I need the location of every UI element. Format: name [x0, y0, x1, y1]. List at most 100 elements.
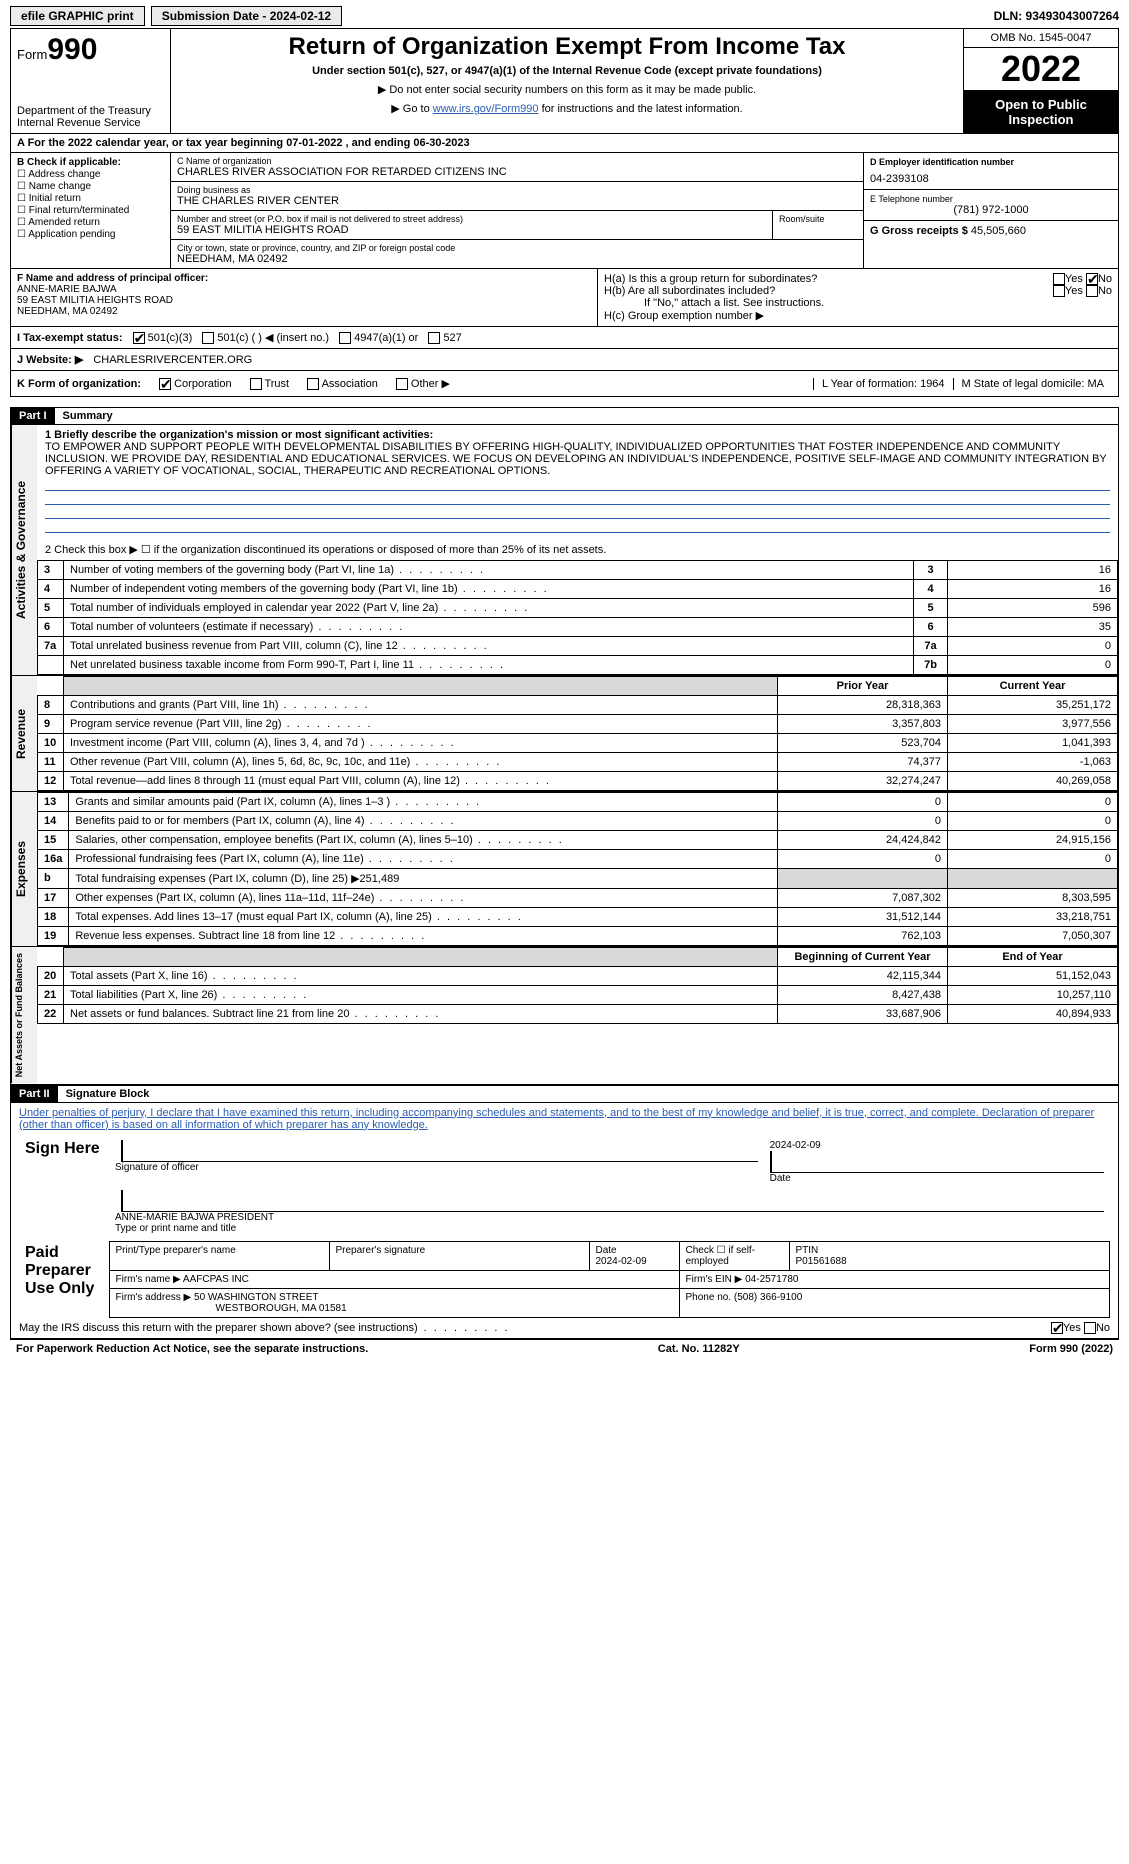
officer-name-title: ANNE-MARIE BAJWA PRESIDENT — [115, 1212, 1104, 1223]
chk-initial-return[interactable]: ☐ Initial return — [17, 193, 164, 204]
perjury-declaration: Under penalties of perjury, I declare th… — [19, 1107, 1094, 1131]
sig-date-value: 2024-02-09 — [770, 1140, 1104, 1151]
box-b-title: B Check if applicable: — [17, 157, 121, 168]
cat-no: Cat. No. 11282Y — [658, 1343, 740, 1355]
dept-treasury: Department of the Treasury — [17, 105, 164, 117]
dba-label: Doing business as — [177, 185, 857, 195]
prep-sig-label: Preparer's signature — [329, 1241, 589, 1270]
officer-addr2: NEEDHAM, MA 02492 — [17, 306, 118, 317]
efile-button[interactable]: efile GRAPHIC print — [10, 6, 145, 26]
officer-and-h-block: F Name and address of principal officer:… — [10, 269, 1119, 327]
table-expenses: 13Grants and similar amounts paid (Part … — [37, 792, 1118, 946]
gross-receipts-value: 45,505,660 — [971, 225, 1026, 237]
chk-501c3[interactable] — [133, 332, 145, 344]
chk-other[interactable] — [396, 378, 408, 390]
k-org-line: K Form of organization: Corporation Trus… — [10, 371, 1119, 397]
prep-date-value: 2024-02-09 — [596, 1256, 647, 1267]
chk-address-change[interactable]: ☐ Address change — [17, 169, 164, 180]
box-f-label: F Name and address of principal officer: — [17, 273, 208, 284]
hb-yes[interactable] — [1053, 285, 1065, 297]
calendar-year-line: A For the 2022 calendar year, or tax yea… — [10, 134, 1119, 153]
may-irs-discuss: May the IRS discuss this return with the… — [19, 1322, 418, 1334]
paid-preparer-label: Paid Preparer Use Only — [19, 1241, 109, 1317]
side-revenue: Revenue — [11, 676, 37, 791]
officer-name: ANNE-MARIE BAJWA — [17, 284, 117, 295]
ptin-label: PTIN — [796, 1245, 819, 1256]
form-title: Return of Organization Exempt From Incom… — [177, 33, 957, 61]
city-value: NEEDHAM, MA 02492 — [177, 253, 857, 265]
chk-trust[interactable] — [250, 378, 262, 390]
year-formation: L Year of formation: 1964 — [813, 378, 953, 390]
submission-date-button[interactable]: Submission Date - 2024-02-12 — [151, 6, 342, 26]
room-suite-label: Room/suite — [773, 211, 863, 239]
form-footer: Form 990 (2022) — [1029, 1343, 1113, 1355]
part1-header: Part I — [11, 408, 55, 424]
address-label: Number and street (or P.O. box if mail i… — [177, 214, 766, 224]
sig-date-label: Date — [770, 1173, 791, 1184]
form-number: Form990 — [17, 33, 164, 67]
city-label: City or town, state or province, country… — [177, 243, 857, 253]
firm-addr2: WESTBOROUGH, MA 01581 — [116, 1303, 347, 1314]
firm-name-value: AAFCPAS INC — [183, 1274, 249, 1285]
open-public-inspection: Open to Public Inspection — [964, 91, 1118, 133]
prep-name-label: Print/Type preparer's name — [109, 1241, 329, 1270]
mission-text: TO EMPOWER AND SUPPORT PEOPLE WITH DEVEL… — [45, 441, 1107, 477]
ha-yes[interactable] — [1053, 273, 1065, 285]
chk-527[interactable] — [428, 332, 440, 344]
ein-label: D Employer identification number — [870, 157, 1112, 167]
hb-ifno: If "No," attach a list. See instructions… — [604, 297, 1112, 309]
table-activities-governance: 3Number of voting members of the governi… — [37, 560, 1118, 675]
part1-title: Summary — [55, 408, 121, 424]
prep-date-label: Date — [596, 1245, 617, 1256]
phone-label: E Telephone number — [870, 194, 1112, 204]
chk-association[interactable] — [307, 378, 319, 390]
chk-name-change[interactable]: ☐ Name change — [17, 181, 164, 192]
ha-label: H(a) Is this a group return for subordin… — [604, 273, 817, 285]
firm-ein-value: 04-2571780 — [745, 1274, 798, 1285]
chk-501c[interactable] — [202, 332, 214, 344]
mayirs-yes[interactable] — [1051, 1322, 1063, 1334]
mayirs-no[interactable] — [1084, 1322, 1096, 1334]
hb-no[interactable] — [1086, 285, 1098, 297]
chk-corporation[interactable] — [159, 378, 171, 390]
goto-link-line: ▶ Go to www.irs.gov/Form990 for instruct… — [177, 102, 957, 115]
form-subtitle: Under section 501(c), 527, or 4947(a)(1)… — [177, 65, 957, 77]
dln-text: DLN: 93493043007264 — [994, 9, 1119, 23]
tax-exempt-status: I Tax-exempt status: 501(c)(3) 501(c) ( … — [10, 327, 1119, 349]
phone-value: (781) 972-1000 — [870, 204, 1112, 216]
top-bar: efile GRAPHIC print Submission Date - 20… — [10, 6, 1119, 26]
firm-phone-value: (508) 366-9100 — [734, 1292, 802, 1303]
chk-application-pending[interactable]: ☐ Application pending — [17, 229, 164, 240]
omb-number: OMB No. 1545-0047 — [964, 29, 1118, 48]
org-name: CHARLES RIVER ASSOCIATION FOR RETARDED C… — [177, 166, 857, 178]
firm-name-label: Firm's name ▶ — [116, 1274, 181, 1285]
q1-label: 1 Briefly describe the organization's mi… — [45, 429, 433, 441]
state-domicile: M State of legal domicile: MA — [953, 378, 1112, 390]
irs-link[interactable]: www.irs.gov/Form990 — [433, 103, 539, 115]
part2-title: Signature Block — [58, 1086, 158, 1102]
irs-text: Internal Revenue Service — [17, 117, 164, 129]
chk-amended-return[interactable]: ☐ Amended return — [17, 217, 164, 228]
chk-final-return[interactable]: ☐ Final return/terminated — [17, 205, 164, 216]
side-expenses: Expenses — [11, 792, 37, 946]
dba-value: THE CHARLES RIVER CENTER — [177, 195, 857, 207]
ha-no[interactable] — [1086, 273, 1098, 285]
hc-label: H(c) Group exemption number ▶ — [604, 309, 1112, 322]
sig-officer-label: Signature of officer — [115, 1162, 199, 1173]
firm-addr-label: Firm's address ▶ — [116, 1292, 192, 1303]
ssn-notice: ▶ Do not enter social security numbers o… — [177, 83, 957, 96]
side-net-assets: Net Assets or Fund Balances — [11, 947, 37, 1083]
officer-addr1: 59 EAST MILITIA HEIGHTS ROAD — [17, 295, 173, 306]
website-value: CHARLESRIVERCENTER.ORG — [93, 354, 252, 366]
self-employed-check[interactable]: Check ☐ if self-employed — [679, 1241, 789, 1270]
sign-here-label: Sign Here — [19, 1137, 109, 1237]
paperwork-notice: For Paperwork Reduction Act Notice, see … — [16, 1343, 368, 1355]
side-activities-governance: Activities & Governance — [11, 425, 37, 675]
website-line: J Website: ▶ CHARLESRIVERCENTER.ORG — [10, 349, 1119, 371]
tax-year: 2022 — [964, 48, 1118, 91]
entity-block: B Check if applicable: ☐ Address change … — [10, 153, 1119, 269]
ptin-value: P01561688 — [796, 1256, 847, 1267]
gross-receipts-label: G Gross receipts $ — [870, 225, 968, 237]
part2-header: Part II — [11, 1086, 58, 1102]
chk-4947[interactable] — [339, 332, 351, 344]
